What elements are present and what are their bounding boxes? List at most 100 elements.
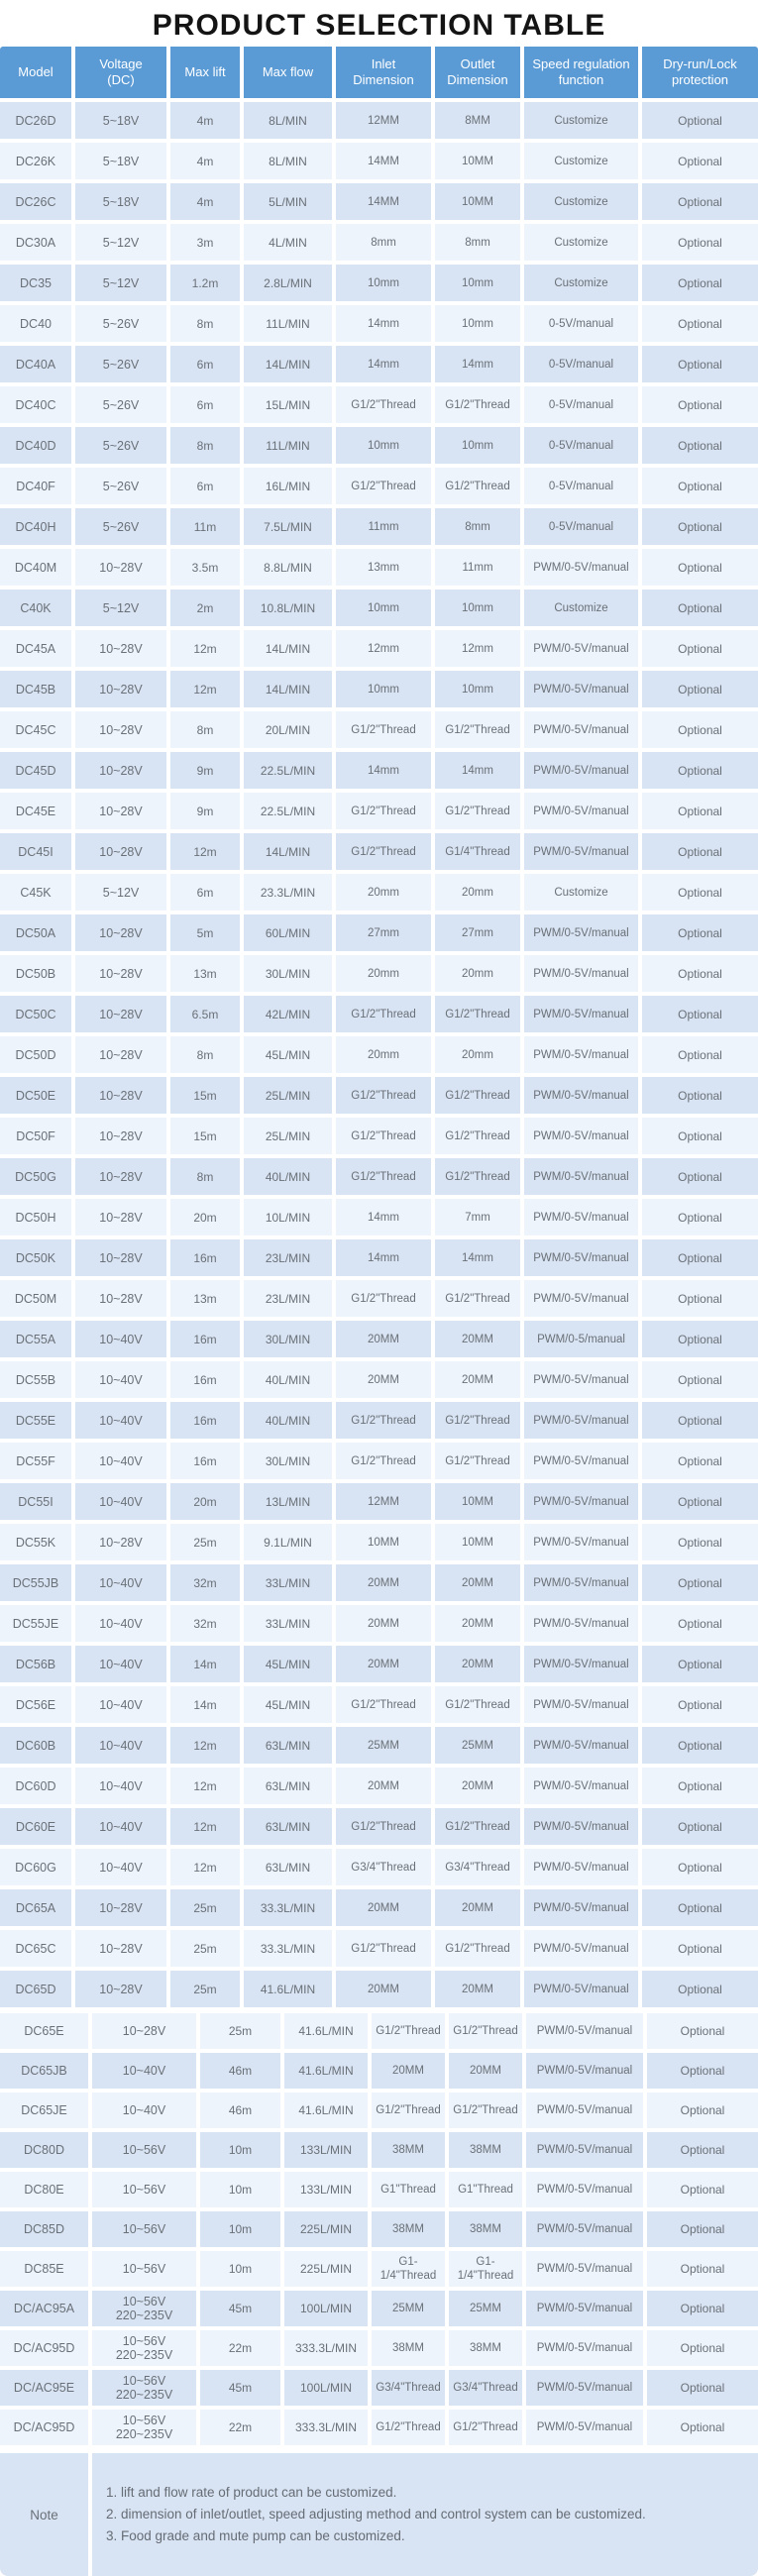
table-cell: DC50C (0, 996, 71, 1032)
table-cell: G1/2"Thread (336, 1402, 431, 1439)
table-row: DC80D 10~56V 10m 133L/MIN 38MM 38MM PWM/0-5V/m… (0, 2132, 758, 2168)
table-cell: G3/4"Thread (336, 1849, 431, 1885)
table-cell: PWM/0-5V/manual (524, 1280, 638, 1317)
table-cell: 5~26V (75, 427, 166, 464)
table-cell: G1/2"Thread (435, 1118, 520, 1154)
table-cell: 9m (170, 752, 240, 789)
table-cell: G1/2"Thread (435, 1808, 520, 1845)
table-cell: 10MM (435, 143, 520, 179)
table-cell: G1/2"Thread (336, 386, 431, 423)
table-cell: 8m (170, 711, 240, 748)
table-cell: 15m (170, 1118, 240, 1154)
table-cell: 11L/MIN (244, 427, 332, 464)
table-cell: Customize (524, 874, 638, 911)
table-cell: G1/2"Thread (336, 1077, 431, 1114)
table-cell: DC65A (0, 1889, 71, 1926)
table-cell: 38MM (372, 2132, 445, 2168)
table-cell: 20L/MIN (244, 711, 332, 748)
table-cell: 14L/MIN (244, 833, 332, 870)
table-cell: 14m (170, 1686, 240, 1723)
table-row: C45K 5~12V 6m 23.3L/MIN 20mm 20mm Customize Opt… (0, 874, 758, 911)
table-cell: DC65E (0, 2013, 88, 2049)
table-row: DC50A 10~28V 5m 60L/MIN 27mm 27mm PWM/0-5V/man… (0, 914, 758, 951)
table-cell: 20MM (435, 1768, 520, 1804)
table-cell: G1/2"Thread (435, 1930, 520, 1967)
table-row: DC60E 10~40V 12m 63L/MIN G1/2"Thread G1/2"Thr… (0, 1808, 758, 1845)
table-row: DC65D 10~28V 25m 41.6L/MIN 20MM 20MM PWM/0-5V/… (0, 1971, 758, 2007)
table-cell: Customize (524, 265, 638, 301)
table-cell: PWM/0-5V/manual (524, 1727, 638, 1764)
table-cell: DC45A (0, 630, 71, 667)
table-cell: 10~40V (75, 1321, 166, 1357)
table-cell: 60L/MIN (244, 914, 332, 951)
note-label: Note (0, 2453, 88, 2576)
table-cell: DC65JE (0, 2093, 88, 2128)
table-cell: Customize (524, 224, 638, 261)
table-cell: 10MM (435, 1483, 520, 1520)
table-cell: Optional (642, 549, 758, 586)
table-row: DC65C 10~28V 25m 33.3L/MIN G1/2"Thread G1/2"T… (0, 1930, 758, 1967)
table-cell: PWM/0-5V/manual (526, 2291, 643, 2326)
table-cell: 10mm (435, 427, 520, 464)
table-cell: DC50E (0, 1077, 71, 1114)
table-cell: DC26C (0, 183, 71, 220)
table-cell: 1.2m (170, 265, 240, 301)
table-row: DC50C 10~28V 6.5m 42L/MIN G1/2"Thread G1/2"Th… (0, 996, 758, 1032)
table-cell: PWM/0-5V/manual (526, 2013, 643, 2049)
table-row: DC26K 5~18V 4m 8L/MIN 14MM 10MM Customize Optio… (0, 143, 758, 179)
table-cell: 333.3L/MIN (284, 2410, 368, 2445)
table-cell: 20MM (435, 1605, 520, 1642)
table-cell: 5~18V (75, 143, 166, 179)
table-cell: DC55B (0, 1361, 71, 1398)
table-cell: Optional (642, 1808, 758, 1845)
table-cell: 46m (200, 2053, 280, 2089)
table-cell: 8mm (435, 508, 520, 545)
table-cell: 10~56V 220~235V (92, 2370, 196, 2406)
table-cell: PWM/0-5V/manual (526, 2330, 643, 2366)
table-cell: DC50A (0, 914, 71, 951)
table-cell: PWM/0-5V/manual (524, 1849, 638, 1885)
table-cell: G1"Thread (449, 2172, 522, 2207)
table-cell: 10~56V 220~235V (92, 2410, 196, 2445)
table-row: DC55E 10~40V 16m 40L/MIN G1/2"Thread G1/2"Thr… (0, 1402, 758, 1439)
table-cell: 45m (200, 2370, 280, 2406)
table-cell: 0-5V/manual (524, 305, 638, 342)
table-cell: 42L/MIN (244, 996, 332, 1032)
table-cell: 33L/MIN (244, 1564, 332, 1601)
table-cell: 10~28V (75, 1889, 166, 1926)
table-cell: DC55E (0, 1402, 71, 1439)
table-cell: Optional (642, 671, 758, 707)
table-cell: 25m (170, 1524, 240, 1560)
table-cell: 7mm (435, 1199, 520, 1235)
table-row: DC55K 10~28V 25m 9.1L/MIN 10MM 10MM PWM/0-5V/m… (0, 1524, 758, 1560)
table-cell: Optional (642, 265, 758, 301)
table-cell: 5m (170, 914, 240, 951)
table-row: DC56B 10~40V 14m 45L/MIN 20MM 20MM PWM/0-5V/ma… (0, 1646, 758, 1682)
table-cell: 10mm (435, 265, 520, 301)
table-cell: 10~28V (75, 630, 166, 667)
table-cell: G1/2"Thread (336, 1930, 431, 1967)
table-cell: 12MM (336, 1483, 431, 1520)
table-cell: 41.6L/MIN (244, 1971, 332, 2007)
table-cell: Optional (642, 427, 758, 464)
table-cell: G1/2"Thread (336, 1686, 431, 1723)
table-cell: 14MM (336, 183, 431, 220)
table-cell: 9.1L/MIN (244, 1524, 332, 1560)
table-cell: 10~56V 220~235V (92, 2291, 196, 2326)
table-cell: 10MM (435, 1524, 520, 1560)
table-cell: 10~28V (75, 1971, 166, 2007)
table-cell: PWM/0-5V/manual (524, 793, 638, 829)
table-cell: 100L/MIN (284, 2370, 368, 2406)
table-cell: 41.6L/MIN (284, 2013, 368, 2049)
table-cell: Optional (642, 1971, 758, 2007)
table-cell: 13L/MIN (244, 1483, 332, 1520)
table-cell: 20m (170, 1199, 240, 1235)
table-cell: G1/2"Thread (372, 2093, 445, 2128)
table-cell: 38MM (372, 2211, 445, 2247)
table-cell: 27mm (435, 914, 520, 951)
table-cell: PWM/0-5/manual (524, 1321, 638, 1357)
table-cell: 5~26V (75, 508, 166, 545)
table-cell: Optional (642, 143, 758, 179)
page-title: PRODUCT SELECTION TABLE (152, 8, 606, 42)
table-cell: 2m (170, 590, 240, 626)
